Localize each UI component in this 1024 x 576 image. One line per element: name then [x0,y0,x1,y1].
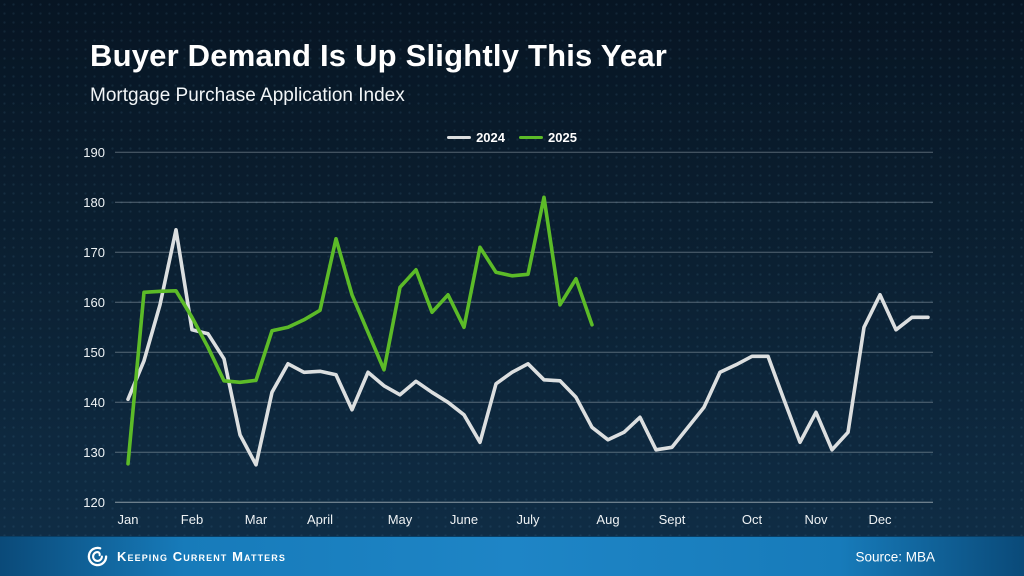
series-line-2024 [126,228,930,467]
brand-lockup: Keeping Current Matters [86,545,286,568]
x-tick-april: April [307,512,333,527]
y-tick-140: 140 [83,395,105,410]
x-tick-oct: Oct [742,512,763,527]
source-attribution: Source: MBA [855,549,935,564]
x-tick-mar: Mar [245,512,268,527]
legend-swatch-2024 [447,135,472,140]
x-tick-jan: Jan [118,512,139,527]
footer-bar: Keeping Current Matters Source: MBA [0,536,1024,576]
brand-name: Keeping Current Matters [117,549,286,564]
legend-item-2024: 2024 [447,130,505,145]
y-tick-190: 190 [83,145,105,160]
page-title: Buyer Demand Is Up Slightly This Year [90,38,668,73]
kcm-swirl-logo-icon [86,545,109,568]
x-tick-july: July [516,512,540,527]
y-tick-120: 120 [83,495,105,510]
x-tick-nov: Nov [804,512,828,527]
y-tick-150: 150 [83,345,105,360]
x-tick-aug: Aug [596,512,619,527]
legend-item-2025: 2025 [519,130,577,145]
x-tick-june: June [450,512,478,527]
page-subtitle: Mortgage Purchase Application Index [90,85,405,106]
y-tick-130: 130 [83,445,105,460]
series-line-2025 [126,195,594,466]
x-tick-may: May [388,512,413,527]
legend-swatch-2025 [519,135,543,140]
chart-legend: 2024 2025 [0,130,1024,145]
x-tick-feb: Feb [181,512,203,527]
y-tick-180: 180 [83,195,105,210]
y-tick-160: 160 [83,295,105,310]
y-tick-170: 170 [83,245,105,260]
x-tick-sept: Sept [659,512,686,527]
legend-label-2024: 2024 [476,130,505,145]
x-tick-dec: Dec [868,512,892,527]
legend-label-2025: 2025 [548,130,577,145]
